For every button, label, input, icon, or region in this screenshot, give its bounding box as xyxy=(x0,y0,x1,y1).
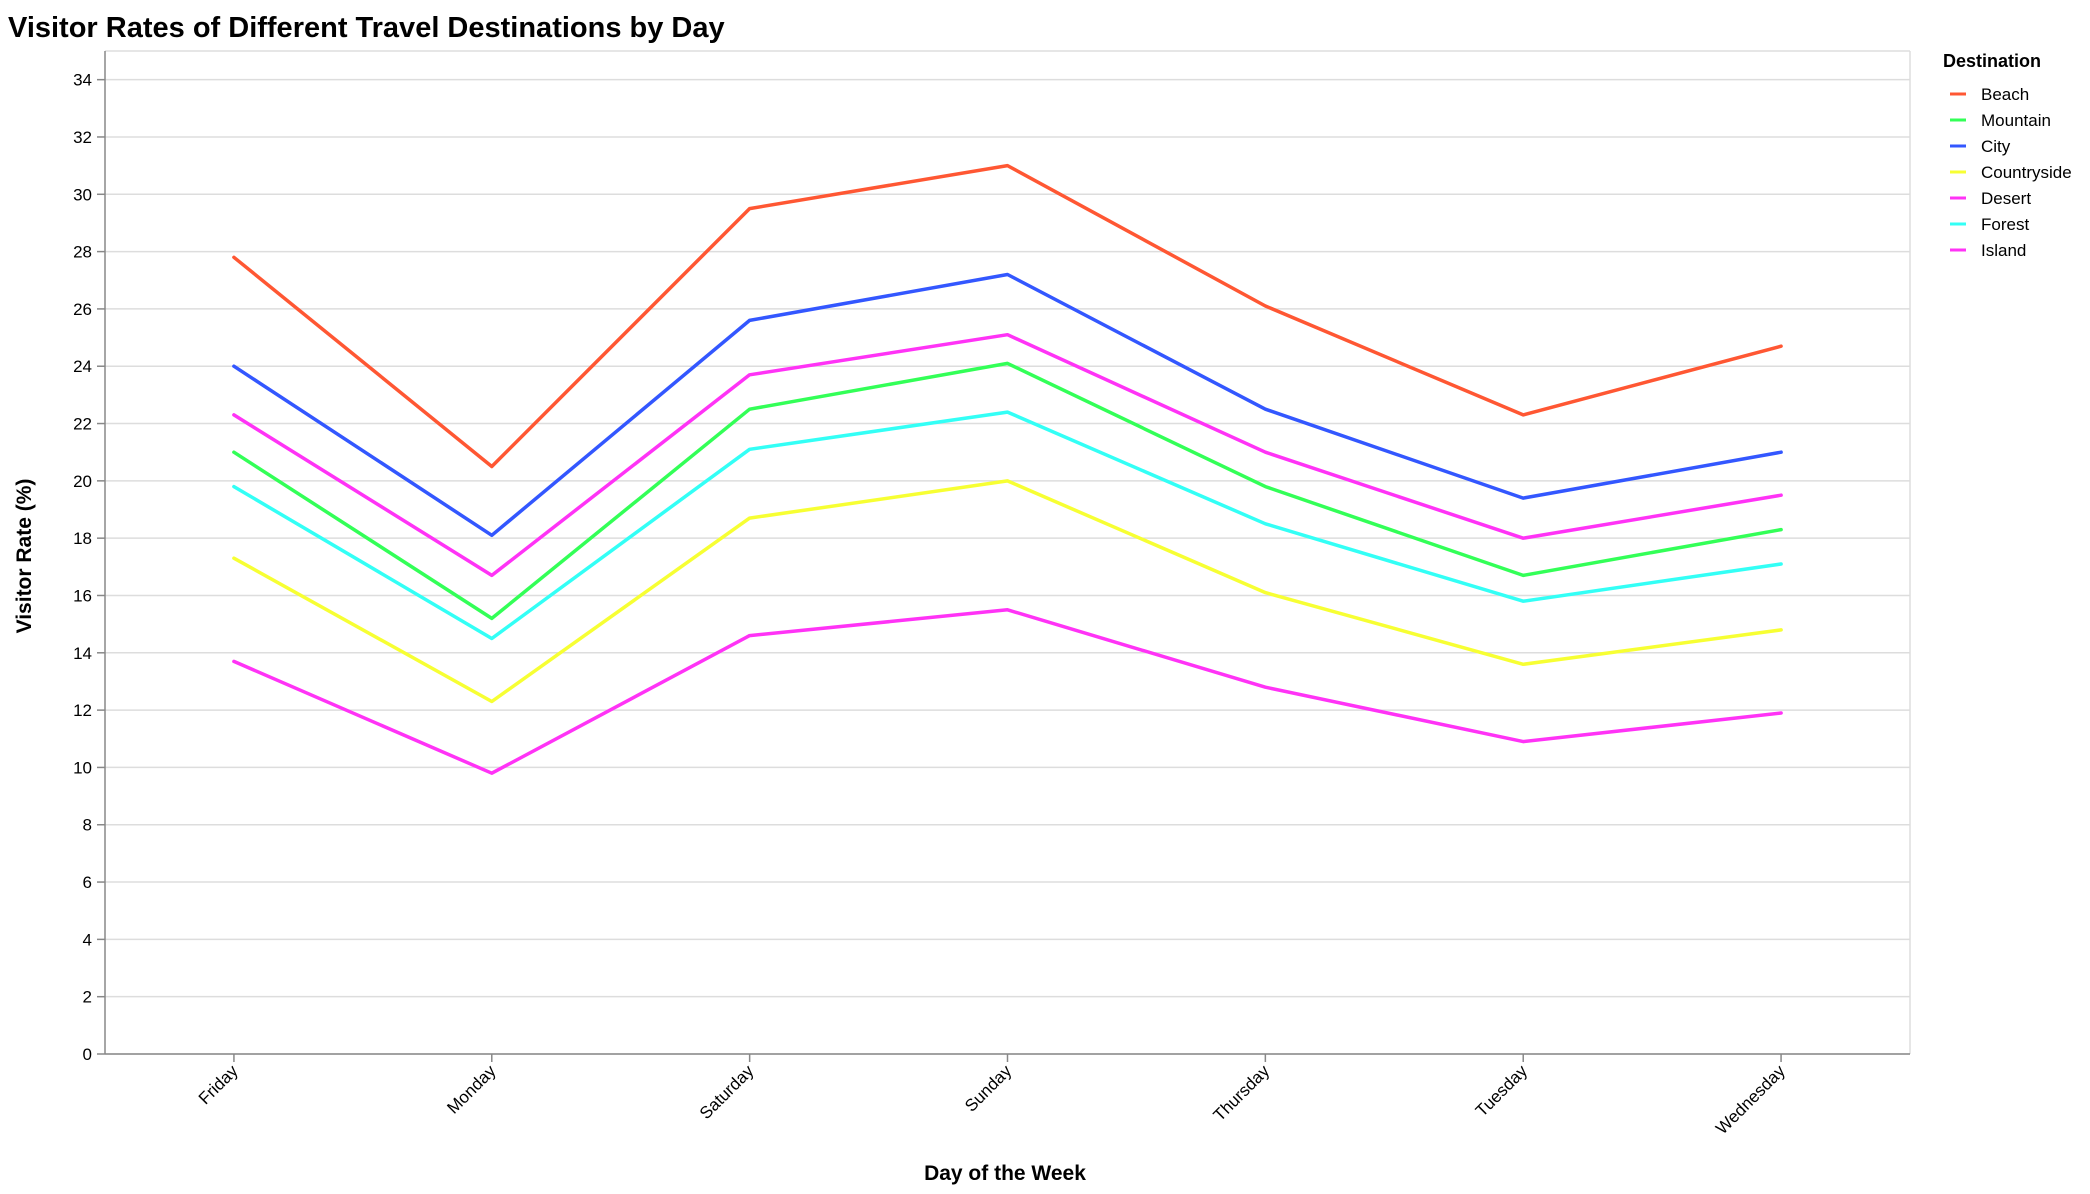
series-line-beach xyxy=(232,163,1783,469)
series-lines xyxy=(232,163,1783,775)
series-line-city xyxy=(232,272,1783,538)
y-tick-label: 34 xyxy=(73,71,92,90)
y-tick-label: 20 xyxy=(73,472,92,491)
y-tick-label: 12 xyxy=(73,701,92,720)
series-line-desert xyxy=(232,332,1783,578)
legend: Destination Beach Mountain City Countryside… xyxy=(1943,51,2072,260)
legend-label-forest: Forest xyxy=(1981,215,2029,234)
series-line-forest xyxy=(232,410,1783,641)
y-tick-label: 8 xyxy=(83,816,92,835)
y-tick-label: 30 xyxy=(73,185,92,204)
legend-label-countryside: Countryside xyxy=(1981,163,2072,182)
y-tick-label: 18 xyxy=(73,529,92,548)
series-line-countryside xyxy=(232,479,1783,704)
legend-label-desert: Desert xyxy=(1981,189,2031,208)
y-tick-label: 0 xyxy=(83,1045,92,1064)
y-tick-label: 14 xyxy=(73,644,92,663)
legend-title: Destination xyxy=(1943,51,2041,71)
y-axis-title: Visitor Rate (%) xyxy=(13,479,36,634)
x-tick-label: Tuesday xyxy=(1472,1061,1531,1120)
legend-label-beach: Beach xyxy=(1981,85,2029,104)
legend-label-city: City xyxy=(1981,137,2011,156)
y-tick-label: 22 xyxy=(73,415,92,434)
x-tick-label: Friday xyxy=(195,1061,242,1108)
x-tick-label: Sunday xyxy=(961,1061,1016,1116)
x-axis-title: Day of the Week xyxy=(924,1162,1086,1185)
x-tick-label: Wednesday xyxy=(1712,1061,1789,1138)
y-tick-label: 28 xyxy=(73,243,92,262)
gridlines xyxy=(105,50,1911,1055)
y-tick-label: 10 xyxy=(73,758,92,777)
y-tick-label: 26 xyxy=(73,300,92,319)
legend-label-mountain: Mountain xyxy=(1981,111,2051,130)
y-tick-label: 2 xyxy=(83,988,92,1007)
x-tick-label: Saturday xyxy=(696,1061,758,1123)
y-tick-label: 32 xyxy=(73,128,92,147)
x-tick-label: Thursday xyxy=(1210,1061,1274,1125)
legend-label-island: Island xyxy=(1981,241,2026,260)
x-tick-label: Monday xyxy=(443,1061,500,1118)
chart-title: Visitor Rates of Different Travel Destin… xyxy=(8,12,725,44)
series-line-island xyxy=(232,608,1783,775)
y-tick-label: 6 xyxy=(83,873,92,892)
y-tick-label: 16 xyxy=(73,586,92,605)
series-line-mountain xyxy=(232,361,1783,621)
y-tick-label: 4 xyxy=(83,930,92,949)
y-tick-label: 24 xyxy=(73,357,92,376)
